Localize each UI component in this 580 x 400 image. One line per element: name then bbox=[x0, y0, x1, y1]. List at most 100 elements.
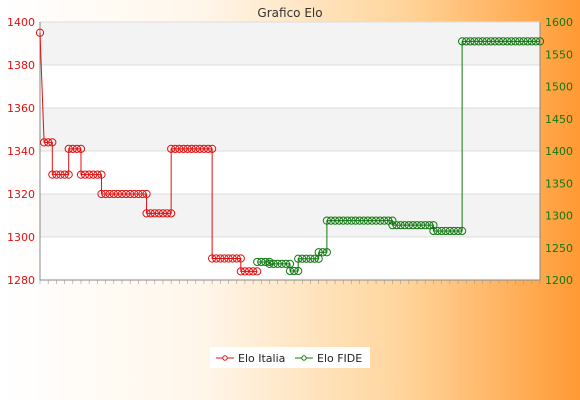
y-left-tick-label: 1360 bbox=[7, 102, 35, 115]
data-point bbox=[167, 209, 176, 218]
data-point bbox=[494, 37, 504, 46]
data-point bbox=[527, 37, 536, 46]
data-point bbox=[318, 248, 327, 257]
data-point bbox=[142, 189, 151, 199]
data-point bbox=[429, 226, 438, 236]
data-point bbox=[191, 144, 200, 153]
data-point bbox=[44, 138, 53, 147]
data-point bbox=[503, 37, 512, 46]
y-right-tick-label: 1400 bbox=[545, 145, 573, 158]
grid-band bbox=[40, 108, 540, 151]
data-point bbox=[339, 216, 348, 225]
y-left-tick-label: 1400 bbox=[7, 16, 35, 29]
data-point bbox=[105, 189, 114, 199]
data-point bbox=[117, 189, 127, 199]
data-point bbox=[212, 254, 221, 263]
data-point bbox=[126, 189, 135, 199]
data-point bbox=[236, 254, 245, 263]
legend: Elo Italia Elo FIDE bbox=[210, 347, 370, 368]
data-point bbox=[277, 259, 286, 268]
data-point bbox=[470, 37, 479, 46]
data-point bbox=[421, 221, 430, 230]
y-left-tick-label: 1380 bbox=[7, 59, 35, 72]
data-point bbox=[535, 37, 545, 46]
data-point bbox=[515, 37, 524, 46]
data-point bbox=[236, 267, 245, 276]
data-point bbox=[257, 257, 266, 267]
y-right-tick-label: 1200 bbox=[545, 274, 573, 287]
data-point bbox=[76, 144, 86, 153]
data-point bbox=[449, 226, 459, 236]
chart-title: Grafico Elo bbox=[257, 6, 322, 20]
data-point bbox=[294, 254, 303, 263]
data-point bbox=[203, 144, 213, 153]
data-point bbox=[68, 144, 77, 153]
data-point bbox=[228, 254, 237, 263]
data-point bbox=[322, 248, 331, 257]
data-point bbox=[330, 216, 340, 225]
data-point bbox=[195, 144, 204, 153]
data-point bbox=[441, 226, 450, 236]
data-point bbox=[367, 216, 377, 225]
data-point bbox=[343, 216, 352, 225]
data-point bbox=[335, 216, 344, 225]
data-point bbox=[72, 144, 81, 153]
data-point bbox=[396, 221, 405, 230]
data-point bbox=[478, 37, 487, 46]
data-point bbox=[310, 254, 319, 263]
data-point bbox=[486, 37, 495, 46]
data-point bbox=[199, 144, 209, 153]
data-point bbox=[474, 37, 483, 46]
data-point bbox=[273, 259, 282, 268]
data-point bbox=[146, 209, 155, 218]
data-point bbox=[113, 189, 122, 199]
data-point bbox=[150, 209, 159, 218]
data-point bbox=[183, 144, 192, 153]
data-point bbox=[187, 144, 196, 153]
data-point bbox=[240, 267, 250, 276]
data-point bbox=[425, 221, 434, 230]
data-point bbox=[64, 144, 73, 153]
data-point bbox=[429, 221, 438, 230]
data-point bbox=[445, 226, 454, 236]
data-point bbox=[466, 37, 475, 46]
data-point bbox=[388, 221, 397, 230]
data-point bbox=[179, 144, 188, 153]
data-point bbox=[142, 209, 151, 218]
y-axis-left: 1280 1300 1320 1340 1360 1380 1400 bbox=[7, 16, 41, 287]
data-point bbox=[48, 170, 57, 179]
data-point bbox=[216, 254, 225, 263]
data-point bbox=[392, 221, 401, 230]
data-point bbox=[363, 216, 372, 225]
data-point bbox=[294, 266, 303, 276]
data-point bbox=[531, 37, 541, 46]
data-point bbox=[462, 37, 471, 46]
data-point bbox=[93, 170, 102, 179]
grid-band bbox=[40, 194, 540, 237]
data-point bbox=[269, 259, 278, 268]
data-point bbox=[384, 216, 393, 225]
data-point bbox=[224, 254, 233, 263]
data-point bbox=[253, 267, 262, 276]
data-point bbox=[56, 170, 65, 179]
y-left-tick-label: 1280 bbox=[7, 274, 35, 287]
data-point bbox=[109, 189, 118, 199]
y-left-tick-label: 1340 bbox=[7, 145, 35, 158]
data-point bbox=[80, 170, 90, 179]
data-point bbox=[121, 189, 131, 199]
data-point bbox=[253, 257, 262, 267]
y-right-tick-label: 1500 bbox=[545, 81, 573, 94]
data-point bbox=[281, 259, 291, 268]
data-point bbox=[417, 221, 426, 230]
series-elo-italia bbox=[35, 28, 262, 276]
data-point bbox=[130, 189, 139, 199]
y-right-tick-label: 1450 bbox=[545, 113, 573, 126]
data-point bbox=[52, 170, 61, 179]
data-point bbox=[208, 144, 217, 153]
y-right-tick-label: 1300 bbox=[545, 210, 573, 223]
series-group bbox=[35, 28, 545, 276]
data-point bbox=[302, 254, 311, 263]
data-point bbox=[453, 226, 463, 236]
data-point bbox=[162, 209, 172, 218]
